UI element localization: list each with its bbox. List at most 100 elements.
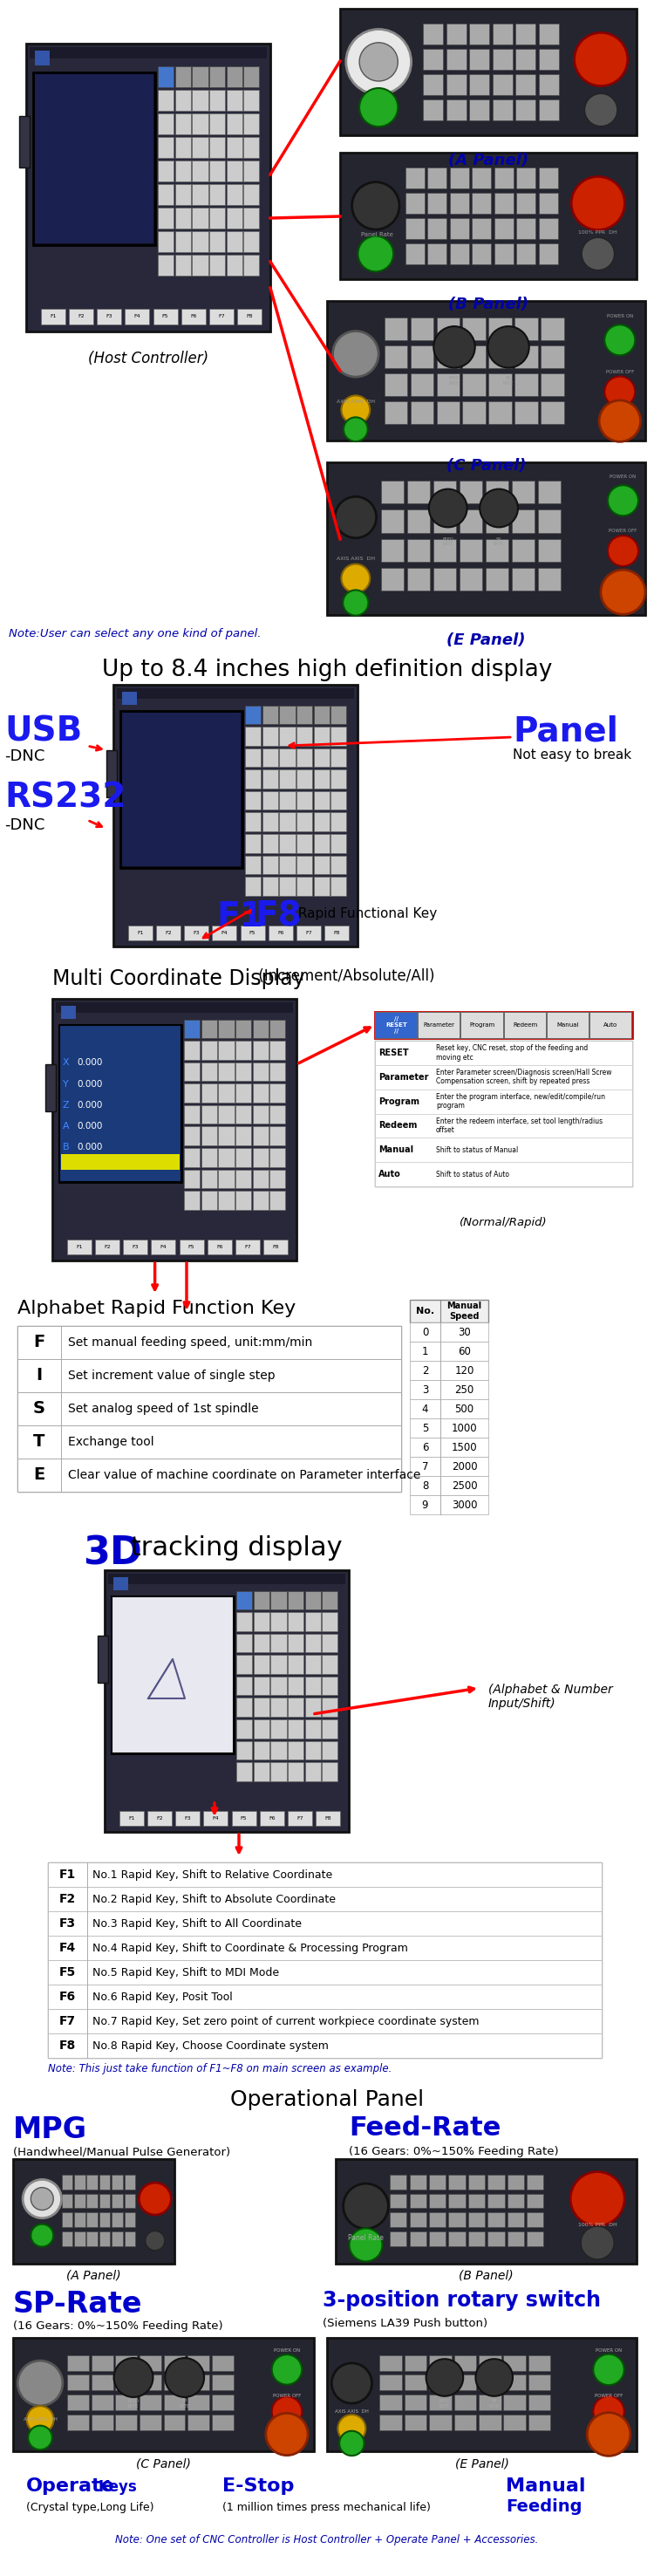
Bar — [407, 510, 430, 533]
Bar — [539, 193, 558, 214]
Bar — [404, 2396, 426, 2411]
Bar — [385, 374, 407, 397]
Bar — [243, 137, 259, 157]
Bar — [271, 1677, 286, 1695]
Circle shape — [139, 2182, 171, 2215]
Bar — [517, 193, 536, 214]
Bar — [175, 1811, 200, 1826]
Bar — [115, 2375, 137, 2391]
Text: (B Panel): (B Panel) — [448, 296, 528, 312]
Bar — [429, 2396, 451, 2411]
Text: F5: F5 — [241, 1816, 247, 1821]
Text: F4: F4 — [134, 314, 141, 319]
Bar — [269, 1149, 285, 1167]
Bar — [271, 1592, 286, 1610]
Bar — [67, 2396, 89, 2411]
Bar — [192, 67, 208, 88]
Bar — [409, 2231, 426, 2246]
Bar — [271, 1654, 286, 1674]
Bar — [305, 1654, 320, 1674]
Bar — [526, 2174, 543, 2190]
Bar — [407, 538, 430, 562]
Bar — [212, 2375, 233, 2391]
Text: Clear value of machine coordinate on Parameter interface: Clear value of machine coordinate on Par… — [68, 1468, 421, 1481]
Bar — [288, 1718, 303, 1739]
Bar — [235, 1041, 251, 1059]
Bar — [184, 1084, 200, 1103]
Bar — [468, 2174, 485, 2190]
Bar — [67, 1239, 92, 1255]
Bar — [245, 876, 261, 896]
Bar — [156, 925, 181, 940]
Bar — [485, 510, 508, 533]
Bar — [405, 193, 424, 214]
Text: F4: F4 — [213, 1816, 219, 1821]
Text: Auto: Auto — [604, 1023, 618, 1028]
Text: (A Panel): (A Panel) — [448, 152, 528, 167]
Bar — [331, 791, 347, 809]
Bar — [237, 1762, 252, 1780]
Text: F1: F1 — [216, 899, 263, 933]
Bar — [139, 2375, 161, 2391]
Text: F3: F3 — [60, 1917, 76, 1929]
Bar — [139, 2414, 161, 2429]
Bar — [508, 2195, 524, 2208]
Text: X: X — [63, 1059, 69, 1066]
Bar — [459, 482, 482, 502]
Bar — [488, 2174, 504, 2190]
Bar — [296, 770, 312, 788]
Bar — [48, 1862, 602, 1886]
Text: 0.000: 0.000 — [77, 1079, 102, 1087]
Bar — [508, 2213, 524, 2228]
Text: (A Panel): (A Panel) — [67, 2269, 121, 2282]
Bar — [209, 183, 225, 206]
Text: 8: 8 — [422, 1481, 428, 1492]
Bar — [243, 90, 259, 111]
Bar — [428, 245, 447, 263]
Bar — [541, 317, 564, 340]
Bar — [235, 1190, 251, 1211]
Bar — [13, 2339, 314, 2452]
Bar — [515, 374, 538, 397]
Bar — [429, 2414, 451, 2429]
Bar — [175, 183, 191, 206]
Text: FEED
RATE: FEED RATE — [439, 2398, 450, 2409]
Text: No.1 Rapid Key, Shift to Relative Coordinate: No.1 Rapid Key, Shift to Relative Coordi… — [92, 1870, 332, 1880]
Bar — [485, 482, 508, 502]
Bar — [375, 1012, 632, 1038]
Bar — [492, 75, 513, 95]
Bar — [331, 835, 347, 853]
Bar — [436, 402, 459, 425]
Bar — [428, 167, 447, 188]
Bar — [235, 1105, 251, 1123]
Circle shape — [581, 2226, 614, 2259]
Bar — [375, 1139, 632, 1162]
Bar — [288, 1633, 303, 1651]
Bar — [262, 876, 278, 896]
Bar — [164, 2375, 185, 2391]
Bar — [122, 693, 137, 706]
Bar — [175, 209, 191, 229]
Bar — [492, 23, 513, 44]
Text: F1: F1 — [59, 1868, 76, 1880]
Bar — [192, 255, 208, 276]
Text: I: I — [36, 1368, 43, 1383]
Bar — [209, 90, 225, 111]
Text: POWER ON: POWER ON — [610, 474, 636, 479]
Bar — [404, 2375, 426, 2391]
Bar — [410, 1301, 489, 1324]
Text: F8: F8 — [273, 1244, 279, 1249]
Text: F7: F7 — [305, 930, 312, 935]
Circle shape — [335, 497, 376, 538]
Bar — [44, 52, 178, 62]
Bar — [485, 538, 508, 562]
Text: 120: 120 — [455, 1365, 474, 1376]
Bar — [175, 90, 191, 111]
Bar — [381, 567, 404, 590]
Text: Enter the redeem interface, set tool length/radius
offset: Enter the redeem interface, set tool len… — [436, 1118, 603, 1133]
Bar — [423, 23, 443, 44]
Bar — [237, 309, 262, 325]
Bar — [226, 232, 242, 252]
Bar — [375, 1064, 632, 1090]
Text: F5: F5 — [59, 1965, 76, 1978]
